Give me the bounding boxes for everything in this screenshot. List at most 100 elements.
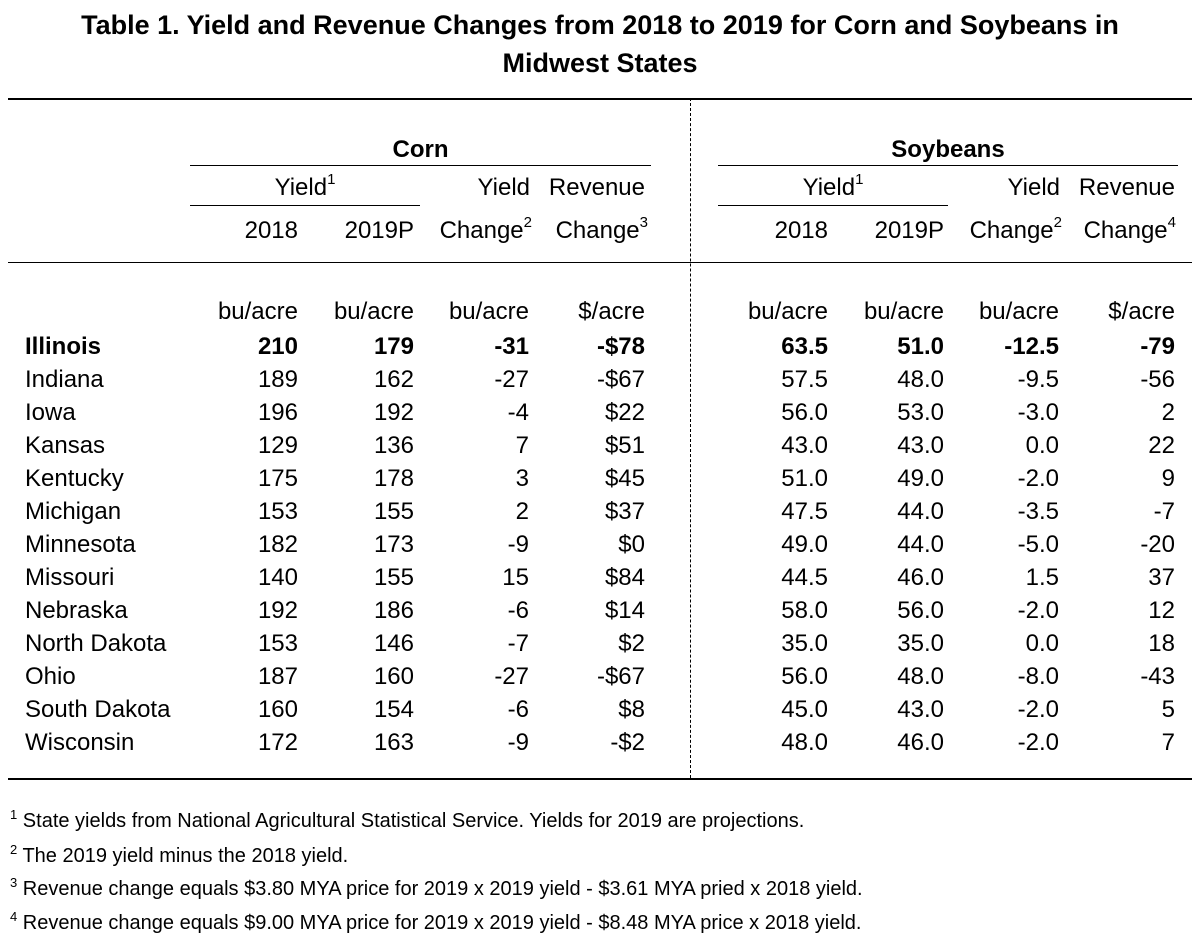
corn-2018-cell: 189 — [257, 366, 298, 393]
corn-yield-change-cell: -4 — [507, 399, 529, 426]
corn-yield-change-cell: 15 — [502, 564, 529, 591]
corn-yield-change-top: Yield — [477, 174, 530, 201]
soy-2019p-cell: 35.0 — [897, 630, 944, 657]
corn-yield-change-cell: 3 — [515, 465, 529, 492]
corn-yield-change-cell: -31 — [494, 333, 529, 360]
footnote: 3 Revenue change equals $3.80 MYA price … — [10, 875, 863, 900]
corn-yield-rule — [190, 205, 420, 206]
corn-2018-header: 2018 — [244, 217, 298, 244]
corn-yield-change-cell: 2 — [515, 498, 529, 525]
soy-2019p-header: 2019P — [874, 217, 944, 244]
soy-2019p-cell: 49.0 — [897, 465, 944, 492]
unit-cell: bu/acre — [448, 298, 529, 325]
table-title: Table 1. Yield and Revenue Changes from … — [0, 6, 1200, 82]
corn-2019p-cell: 146 — [373, 630, 414, 657]
unit-cell: bu/acre — [333, 298, 414, 325]
unit-cell: bu/acre — [978, 298, 1059, 325]
soy-revenue-change-header: Change4 — [1083, 214, 1176, 244]
unit-cell: bu/acre — [863, 298, 944, 325]
corn-2018-cell: 140 — [257, 564, 298, 591]
title-line-1: Table 1. Yield and Revenue Changes from … — [81, 10, 1119, 40]
soy-2019p-cell: 44.0 — [897, 498, 944, 525]
soy-yield-change-cell: -8.0 — [1017, 663, 1059, 690]
footnote: 2 The 2019 yield minus the 2018 yield. — [10, 842, 349, 867]
soy-yield-change-top: Yield — [1007, 174, 1060, 201]
soy-revenue-change-cell: 9 — [1161, 465, 1175, 492]
corn-2019p-cell: 155 — [373, 564, 414, 591]
corn-2019p-cell: 155 — [373, 498, 414, 525]
soy-group-rule — [718, 165, 1178, 166]
corn-revenue-change-cell: $84 — [604, 564, 645, 591]
corn-2018-cell: 153 — [257, 498, 298, 525]
soy-2018-cell: 56.0 — [781, 663, 828, 690]
soy-2018-header: 2018 — [774, 217, 828, 244]
soy-yield-change-cell: -3.0 — [1017, 399, 1059, 426]
corn-2019p-cell: 163 — [373, 729, 414, 756]
corn-2018-cell: 192 — [257, 597, 298, 624]
corn-yield-change-cell: -7 — [507, 630, 529, 657]
corn-2019p-cell: 186 — [373, 597, 414, 624]
corn-revenue-change-header: Change3 — [555, 214, 648, 244]
top-rule — [8, 98, 1192, 100]
corn-2019p-header: 2019P — [344, 217, 414, 244]
corn-2018-cell: 153 — [257, 630, 298, 657]
soy-2019p-cell: 51.0 — [897, 333, 944, 360]
soy-2018-cell: 35.0 — [781, 630, 828, 657]
corn-revenue-change-cell: -$2 — [610, 729, 645, 756]
corn-revenue-change-top: Revenue — [548, 174, 645, 201]
state-name: Ohio — [25, 663, 76, 690]
corn-yield-change-cell: -9 — [507, 729, 529, 756]
corn-2019p-cell: 178 — [373, 465, 414, 492]
soy-revenue-change-cell: 22 — [1148, 432, 1175, 459]
corn-2019p-cell: 179 — [373, 333, 414, 360]
state-name: Minnesota — [25, 531, 136, 558]
soy-2018-cell: 57.5 — [781, 366, 828, 393]
soy-2018-cell: 48.0 — [781, 729, 828, 756]
soy-2019p-cell: 43.0 — [897, 432, 944, 459]
soy-yield-change-cell: -2.0 — [1017, 729, 1059, 756]
corn-revenue-change-cell: $8 — [618, 696, 645, 723]
unit-cell: bu/acre — [747, 298, 828, 325]
soy-2019p-cell: 46.0 — [897, 729, 944, 756]
corn-group-header: Corn — [392, 136, 449, 163]
soy-revenue-change-cell: -7 — [1153, 498, 1175, 525]
corn-revenue-change-cell: -$67 — [596, 663, 645, 690]
state-name: Kansas — [25, 432, 106, 459]
soy-2018-cell: 45.0 — [781, 696, 828, 723]
soy-yield-change-cell: -9.5 — [1017, 366, 1059, 393]
soy-revenue-change-cell: 2 — [1161, 399, 1175, 426]
corn-2018-cell: 160 — [257, 696, 298, 723]
corn-2019p-cell: 154 — [373, 696, 414, 723]
soy-yield-change-cell: -2.0 — [1017, 465, 1059, 492]
corn-2018-cell: 129 — [257, 432, 298, 459]
corn-2019p-cell: 160 — [373, 663, 414, 690]
soy-yield-header: Yield1 — [802, 171, 864, 201]
state-name: North Dakota — [25, 630, 167, 657]
soy-2018-cell: 47.5 — [781, 498, 828, 525]
corn-revenue-change-cell: $22 — [604, 399, 645, 426]
soy-yield-rule — [718, 205, 948, 206]
unit-cell: $/acre — [578, 298, 645, 325]
soy-2018-cell: 51.0 — [781, 465, 828, 492]
corn-2018-cell: 172 — [257, 729, 298, 756]
corn-revenue-change-cell: -$78 — [596, 333, 645, 360]
state-name: Illinois — [25, 333, 102, 360]
soy-yield-change-cell: -3.5 — [1017, 498, 1059, 525]
corn-yield-change-cell: -6 — [507, 597, 529, 624]
footnote: 1 State yields from National Agricultura… — [10, 807, 805, 832]
corn-2019p-cell: 136 — [373, 432, 414, 459]
soy-2019p-cell: 44.0 — [897, 531, 944, 558]
corn-revenue-change-cell: $51 — [604, 432, 645, 459]
soy-2019p-cell: 53.0 — [897, 399, 944, 426]
soy-yield-change-cell: 0.0 — [1025, 630, 1059, 657]
corn-revenue-change-cell: $0 — [618, 531, 645, 558]
state-name: Indiana — [25, 366, 104, 393]
soy-yield-change-cell: 1.5 — [1025, 564, 1059, 591]
corn-2018-cell: 196 — [257, 399, 298, 426]
corn-2018-cell: 187 — [257, 663, 298, 690]
unit-cell: $/acre — [1108, 298, 1175, 325]
state-name: Missouri — [25, 564, 115, 591]
corn-revenue-change-cell: $45 — [604, 465, 645, 492]
corn-yield-change-cell: -27 — [494, 366, 529, 393]
corn-2018-cell: 175 — [257, 465, 298, 492]
